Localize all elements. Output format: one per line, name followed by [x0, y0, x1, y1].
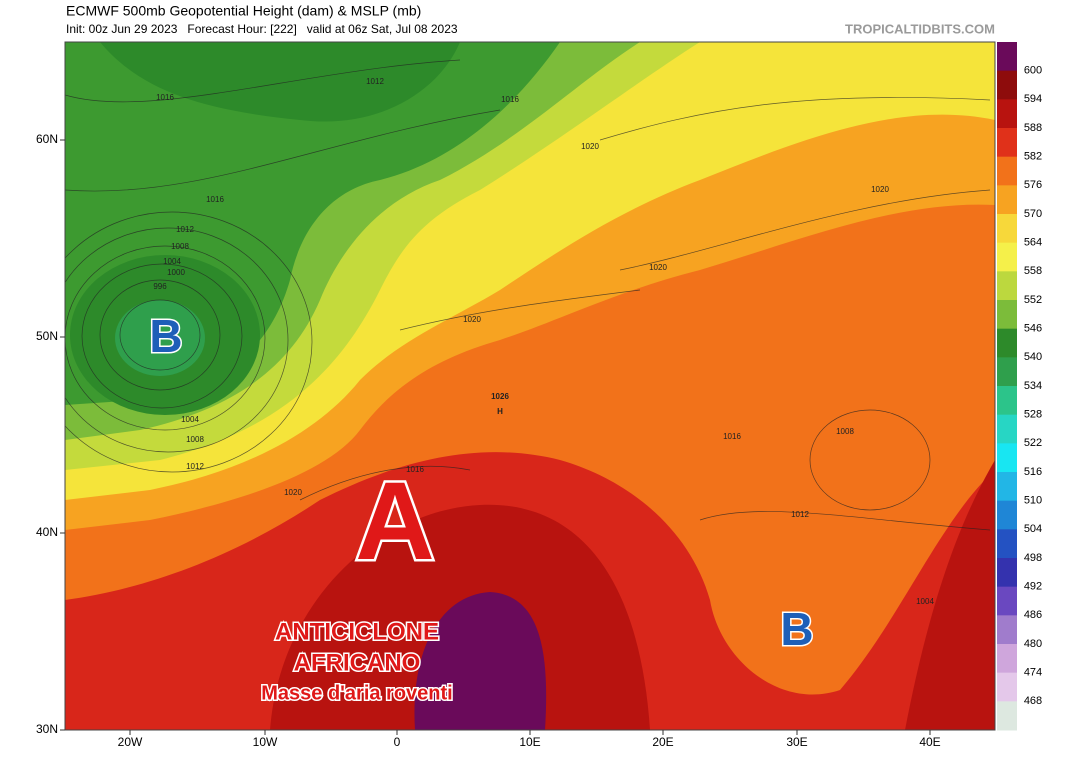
- colorbar-label: 570: [1024, 208, 1042, 220]
- lon-label: 10W: [253, 735, 278, 749]
- colorbar-swatch: [997, 128, 1017, 158]
- colorbar-swatch: [997, 99, 1017, 129]
- colorbar-label: 564: [1024, 237, 1042, 249]
- colorbar-swatch: [997, 615, 1017, 645]
- isobar-label: 1016: [156, 93, 174, 102]
- high-name: ANTICICLONE: [275, 618, 439, 645]
- isobar-label: 1012: [791, 510, 809, 519]
- isobar-label: 1016: [406, 465, 424, 474]
- isobar-label: 1004: [163, 257, 181, 266]
- isobar-label: 1020: [463, 315, 481, 324]
- colorbar-label: 540: [1024, 351, 1042, 363]
- isobar-label: 1004: [916, 597, 934, 606]
- colorbar-label: 516: [1024, 466, 1042, 478]
- colorbar-label: 552: [1024, 294, 1042, 306]
- colorbar-label: 522: [1024, 437, 1042, 449]
- isobar-label: 1008: [186, 435, 204, 444]
- colorbar-swatch: [997, 328, 1017, 358]
- colorbar-label: 504: [1024, 523, 1042, 535]
- lat-label: 50N: [36, 329, 58, 343]
- lon-label: 30E: [786, 735, 807, 749]
- colorbar-swatch: [997, 472, 1017, 502]
- colorbar-label: 558: [1024, 265, 1042, 277]
- annotations: B A ANTICICLONE AFRICANO Masse d'aria ro…: [148, 309, 815, 706]
- high-label: A: [355, 460, 434, 583]
- lon-label: 40E: [919, 735, 940, 749]
- lon-label: 10E: [519, 735, 540, 749]
- lat-label: 30N: [36, 722, 58, 736]
- isobar-label: 996: [153, 282, 167, 291]
- colorbar-label: 588: [1024, 122, 1042, 134]
- colorbar-swatch: [997, 357, 1017, 387]
- colorbar-swatch: [997, 672, 1017, 702]
- colorbar-label: 600: [1024, 65, 1042, 77]
- colorbar-label: 486: [1024, 609, 1042, 621]
- colorbar-label: 546: [1024, 323, 1042, 335]
- colorbar-swatch: [997, 414, 1017, 444]
- isobar-label: 1020: [581, 142, 599, 151]
- isobar-label: 1020: [649, 263, 667, 272]
- colorbar-swatch: [997, 70, 1017, 100]
- isobar-label: 1016: [501, 95, 519, 104]
- colorbar-label: 468: [1024, 695, 1042, 707]
- colorbar-label: 534: [1024, 380, 1042, 392]
- lat-label: 40N: [36, 525, 58, 539]
- colorbar-label: 594: [1024, 93, 1042, 105]
- isobar-label: 1012: [176, 225, 194, 234]
- isobar-label: H: [497, 407, 503, 416]
- colorbar-swatch: [997, 242, 1017, 272]
- high-description: Masse d'aria roventi: [261, 682, 453, 704]
- low-label: B: [149, 310, 182, 362]
- colorbar-label: 474: [1024, 667, 1042, 679]
- isobar-label: 1016: [723, 432, 741, 441]
- map-field: [65, 42, 995, 730]
- colorbar-swatch: [997, 558, 1017, 588]
- isobar-label: 1020: [284, 488, 302, 497]
- colorbar-label: 498: [1024, 552, 1042, 564]
- colorbar-label: 510: [1024, 495, 1042, 507]
- lon-label: 0: [394, 735, 401, 749]
- colorbar-swatch: [997, 701, 1017, 731]
- colorbar-swatch: [997, 42, 1017, 72]
- lat-label: 60N: [36, 132, 58, 146]
- colorbar-swatch: [997, 185, 1017, 215]
- colorbar-swatch: [997, 271, 1017, 301]
- watermark: TROPICALTIDBITS.COM: [845, 21, 995, 36]
- colorbar-swatch: [997, 500, 1017, 530]
- colorbar-swatch: [997, 586, 1017, 616]
- colorbar-swatch: [997, 443, 1017, 473]
- low-label: B: [780, 603, 813, 655]
- title: ECMWF 500mb Geopotential Height (dam) & …: [66, 3, 421, 19]
- colorbar-label: 528: [1024, 409, 1042, 421]
- colorbar-swatch: [997, 214, 1017, 244]
- isobar-label: 1004: [181, 415, 199, 424]
- high-name: AFRICANO: [294, 649, 421, 676]
- colorbar-swatch: [997, 644, 1017, 674]
- isobar-label: 1016: [206, 195, 224, 204]
- subtitle: Init: 00z Jun 29 2023 Forecast Hour: [22…: [66, 22, 458, 36]
- colorbar-label: 582: [1024, 151, 1042, 163]
- isobar-label: 1026: [491, 392, 509, 401]
- lon-label: 20W: [118, 735, 143, 749]
- isobar-label: 1020: [871, 185, 889, 194]
- colorbar-swatch: [997, 529, 1017, 559]
- lon-label: 20E: [652, 735, 673, 749]
- isobar-label: 1000: [167, 268, 185, 277]
- colorbar-swatch: [997, 386, 1017, 416]
- isobar-label: 1012: [366, 77, 384, 86]
- colorbar-label: 492: [1024, 581, 1042, 593]
- isobar-label: 1008: [171, 242, 189, 251]
- colorbar-swatch: [997, 300, 1017, 330]
- isobar-label: 1012: [186, 462, 204, 471]
- isobar-label: 1008: [836, 427, 854, 436]
- colorbar-swatch: [997, 156, 1017, 186]
- colorbar-label: 480: [1024, 638, 1042, 650]
- colorbar-label: 576: [1024, 179, 1042, 191]
